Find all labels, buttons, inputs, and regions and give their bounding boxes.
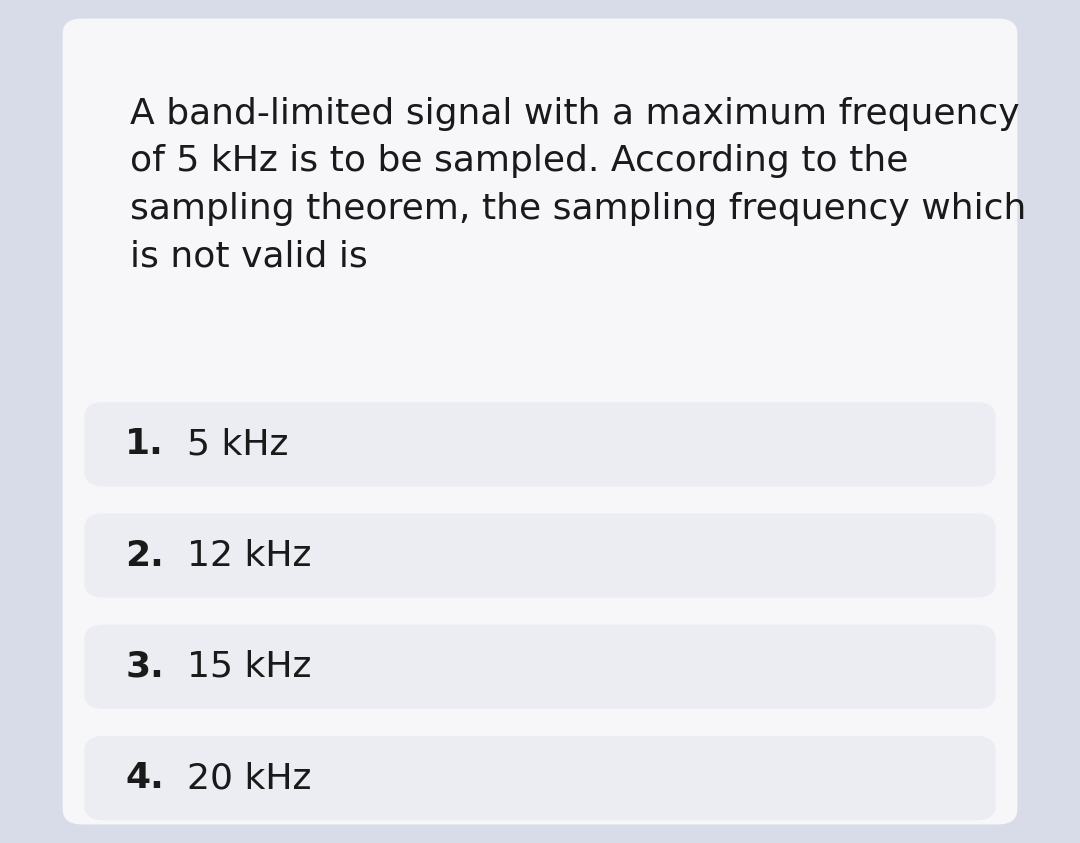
Text: 15 kHz: 15 kHz	[187, 650, 311, 684]
FancyBboxPatch shape	[84, 736, 996, 820]
Text: 20 kHz: 20 kHz	[187, 761, 311, 795]
Text: 12 kHz: 12 kHz	[187, 539, 311, 572]
Text: 3.: 3.	[125, 650, 164, 684]
FancyBboxPatch shape	[84, 402, 996, 486]
Text: 4.: 4.	[125, 761, 164, 795]
Text: 1.: 1.	[125, 427, 164, 461]
FancyBboxPatch shape	[84, 625, 996, 709]
Text: 2.: 2.	[125, 539, 164, 572]
Text: A band-limited signal with a maximum frequency
of 5 kHz is to be sampled. Accord: A band-limited signal with a maximum fre…	[130, 97, 1026, 273]
Text: 5 kHz: 5 kHz	[187, 427, 288, 461]
FancyBboxPatch shape	[84, 513, 996, 598]
FancyBboxPatch shape	[63, 19, 1017, 824]
